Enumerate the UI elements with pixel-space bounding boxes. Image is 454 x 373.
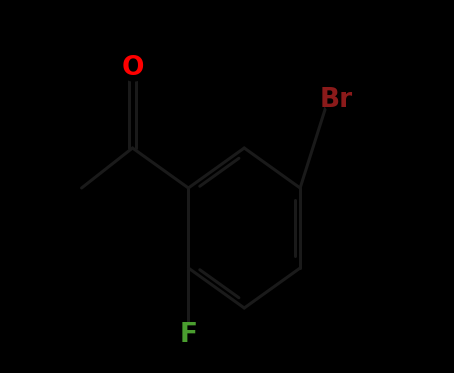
Text: O: O — [121, 55, 144, 81]
Text: F: F — [179, 322, 197, 348]
Text: Br: Br — [320, 87, 353, 113]
